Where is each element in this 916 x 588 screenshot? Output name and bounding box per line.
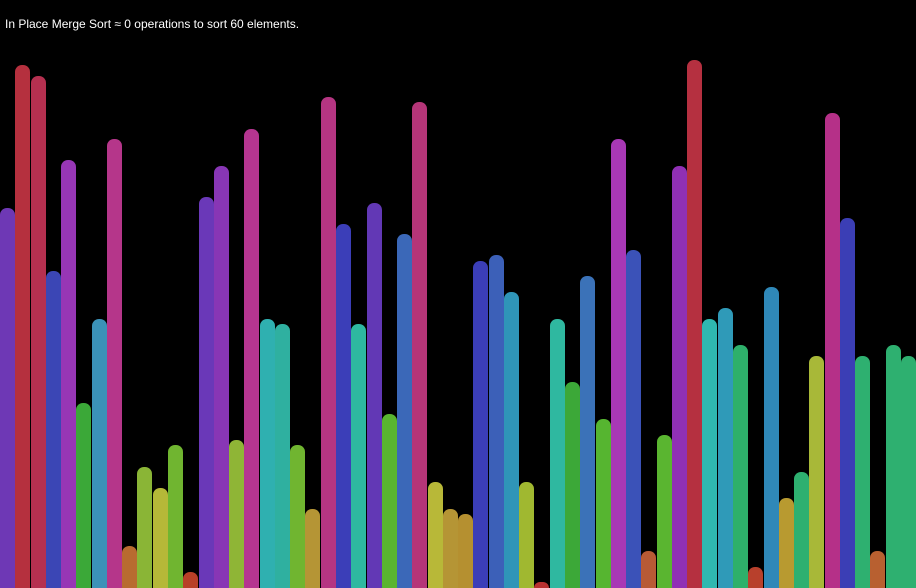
array-bar [367, 203, 382, 588]
array-bar [840, 218, 855, 588]
array-bar [122, 546, 137, 588]
array-bar [473, 261, 488, 588]
array-bar [46, 271, 61, 588]
array-bar [611, 139, 626, 588]
array-bar [382, 414, 397, 588]
array-bar [153, 488, 168, 588]
array-bar [626, 250, 641, 588]
array-bar [870, 551, 885, 588]
array-bar [336, 224, 351, 588]
array-bar [458, 514, 473, 588]
array-bar [351, 324, 366, 588]
array-bar [92, 319, 107, 588]
array-bar [260, 319, 275, 588]
array-bar [764, 287, 779, 588]
status-text: In Place Merge Sort ≈ 0 operations to so… [5, 17, 300, 31]
array-bar [901, 356, 916, 588]
array-bar [779, 498, 794, 588]
array-bar [61, 160, 76, 588]
array-bar [519, 482, 534, 588]
array-bar [137, 467, 152, 588]
array-bar [550, 319, 565, 588]
array-bar [31, 76, 46, 588]
array-bar [534, 582, 549, 588]
array-bar [229, 440, 244, 588]
array-bar [443, 509, 458, 588]
array-bar [428, 482, 443, 588]
array-bar [702, 319, 717, 588]
array-bar [168, 445, 183, 588]
array-bar [15, 65, 30, 588]
array-bar [199, 197, 214, 588]
array-bar [214, 166, 229, 588]
array-bar [733, 345, 748, 588]
array-bar [580, 276, 595, 588]
array-bar [687, 60, 702, 588]
array-bar [855, 356, 870, 588]
array-bar [76, 403, 91, 588]
array-bar [825, 113, 840, 588]
array-bar [290, 445, 305, 588]
array-bar [397, 234, 412, 588]
array-bar [504, 292, 519, 588]
array-bar [565, 382, 580, 588]
array-bar [657, 435, 672, 588]
array-bar [794, 472, 809, 588]
array-bar [748, 567, 763, 588]
array-bar [596, 419, 611, 588]
array-bar [809, 356, 824, 588]
array-bar [321, 97, 336, 588]
array-bar [275, 324, 290, 588]
array-bar [0, 208, 15, 588]
array-bar [412, 102, 427, 588]
array-bar [183, 572, 198, 588]
array-bar [244, 129, 259, 588]
array-bar [886, 345, 901, 588]
array-bar [305, 509, 320, 588]
array-bar [107, 139, 122, 588]
array-bar [672, 166, 687, 588]
array-bar [489, 255, 504, 588]
array-bar [718, 308, 733, 588]
array-bar [641, 551, 656, 588]
